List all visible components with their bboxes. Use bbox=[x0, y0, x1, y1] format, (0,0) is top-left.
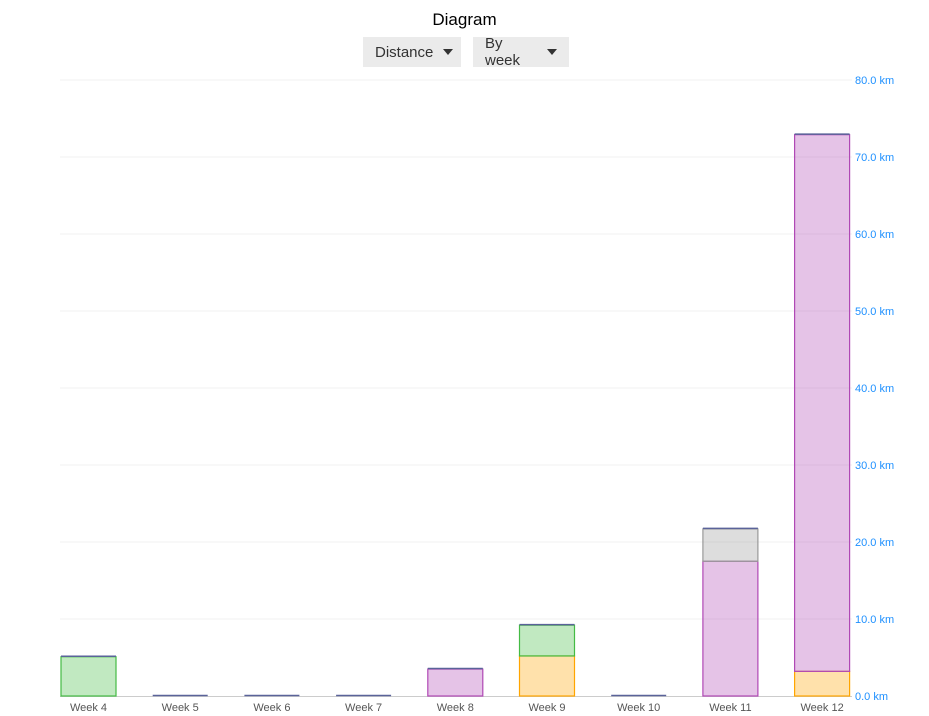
y-tick-label: 40.0 km bbox=[855, 383, 894, 395]
bar-segment[interactable] bbox=[702, 560, 759, 697]
x-tick-label: Week 5 bbox=[162, 702, 199, 714]
metric-dropdown[interactable]: Distance bbox=[363, 37, 461, 67]
x-tick-label: Week 9 bbox=[528, 702, 565, 714]
x-tick-label: Week 4 bbox=[70, 702, 107, 714]
x-tick-label: Week 11 bbox=[709, 702, 751, 714]
x-tick-label: Week 10 bbox=[617, 702, 660, 714]
y-tick-label: 60.0 km bbox=[855, 229, 894, 241]
x-tick-label: Week 8 bbox=[437, 702, 474, 714]
bar-segment[interactable] bbox=[793, 670, 851, 697]
y-tick-label: 20.0 km bbox=[855, 537, 894, 549]
x-tick-label: Week 7 bbox=[345, 702, 382, 714]
caret-down-icon bbox=[443, 49, 454, 55]
bar-segment[interactable] bbox=[518, 655, 576, 697]
caret-down-icon bbox=[547, 49, 557, 55]
x-tick-label: Week 6 bbox=[253, 702, 290, 714]
bar-segment[interactable] bbox=[427, 668, 484, 697]
period-dropdown-label: By week bbox=[485, 35, 521, 69]
y-tick-label: 10.0 km bbox=[855, 614, 894, 626]
y-tick-label: 0.0 km bbox=[855, 691, 888, 703]
bar-segment[interactable] bbox=[702, 528, 759, 562]
bar-segment[interactable] bbox=[518, 624, 576, 657]
chart-title: Diagram bbox=[432, 10, 497, 29]
y-tick-label: 30.0 km bbox=[855, 460, 894, 472]
y-tick-label: 80.0 km bbox=[855, 75, 894, 87]
x-tick-label: Week 12 bbox=[800, 702, 843, 714]
period-dropdown[interactable]: By week bbox=[473, 35, 569, 69]
bar-segment[interactable] bbox=[60, 656, 117, 697]
bar-segment[interactable] bbox=[793, 134, 851, 672]
y-tick-label: 70.0 km bbox=[855, 152, 894, 164]
metric-dropdown-label: Distance bbox=[375, 43, 434, 61]
y-tick-label: 50.0 km bbox=[855, 306, 894, 318]
